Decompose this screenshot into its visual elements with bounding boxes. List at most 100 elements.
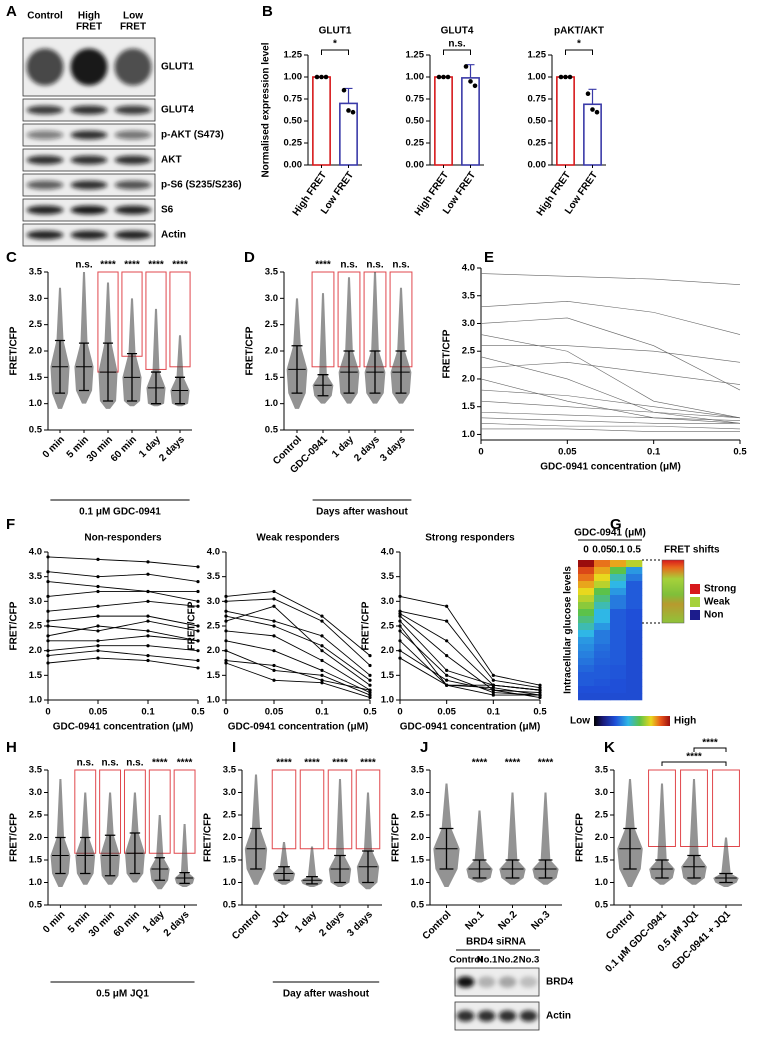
y-tick-label: 0.50	[284, 116, 303, 127]
blot-band	[498, 976, 517, 988]
y-tick-label: 2.5	[411, 810, 425, 821]
series-marker	[224, 599, 228, 603]
blot-band	[26, 230, 64, 240]
series-marker	[224, 649, 228, 653]
panel-letter: H	[6, 739, 17, 756]
series-marker	[224, 629, 228, 633]
significance-label: ****	[152, 758, 168, 769]
series-marker	[196, 666, 200, 670]
data-point	[590, 107, 595, 112]
chart-title: Weak responders	[256, 533, 340, 544]
series-marker	[368, 663, 372, 668]
series-marker	[491, 678, 495, 682]
y-tick-label: 1.0	[595, 877, 608, 888]
series-line	[480, 400, 741, 419]
x-tick-label: 2 days	[317, 909, 347, 939]
significance-label: n.s.	[77, 758, 94, 769]
series-marker	[368, 678, 372, 682]
series-marker	[96, 649, 100, 653]
significance-label: *	[577, 39, 581, 50]
heat-cell	[594, 630, 611, 638]
series-marker	[398, 594, 402, 599]
point-cloud	[146, 308, 166, 407]
y-tick-label: 3.0	[595, 787, 608, 798]
y-tick-label: 1.25	[284, 50, 303, 61]
series-marker	[368, 673, 372, 677]
panel-letter: I	[232, 739, 236, 756]
series-marker	[398, 629, 402, 633]
data-point	[314, 74, 320, 80]
blot-band	[456, 1010, 475, 1022]
point-cloud	[681, 779, 707, 885]
heat-cell	[578, 665, 595, 673]
series-line	[47, 625, 199, 642]
blot-row-label: p-S6 (S235/S236)	[161, 180, 242, 191]
heat-cell	[626, 567, 643, 575]
series-marker	[146, 629, 150, 633]
series-marker	[96, 557, 100, 562]
series-marker	[46, 654, 50, 658]
heat-cell	[610, 588, 627, 596]
significance-label: ****	[100, 260, 116, 271]
series-line	[225, 630, 371, 691]
series-marker	[320, 634, 324, 638]
panel-letter: K	[604, 739, 615, 756]
blot-row-label: Actin	[546, 1011, 571, 1022]
y-tick-label: 4.0	[207, 547, 220, 558]
blot-band	[26, 48, 64, 86]
series-marker	[96, 656, 100, 660]
heat-cell	[578, 560, 595, 568]
heat-cell	[626, 658, 643, 666]
y-tick-label: 0.75	[284, 94, 303, 105]
heat-cell	[578, 630, 595, 638]
point-cloud	[499, 792, 526, 885]
heat-cell	[594, 602, 611, 610]
heat-cell	[594, 609, 611, 617]
blot-row-label: AKT	[161, 155, 182, 166]
heat-cell	[626, 651, 643, 659]
heat-cell	[626, 644, 643, 652]
heat-cell	[594, 693, 611, 701]
data-point	[563, 74, 568, 80]
column-label: 0	[583, 545, 589, 556]
series-marker	[146, 634, 150, 638]
comparison-bracket	[661, 761, 727, 766]
x-tick-label: 0	[397, 707, 402, 718]
y-tick-label: 2.0	[411, 832, 424, 843]
point-cloud	[74, 272, 94, 404]
significance-label: ****	[177, 758, 193, 769]
series-marker	[272, 678, 276, 682]
blot-band	[70, 230, 108, 240]
y-axis-label: FRET/CFP	[9, 813, 20, 862]
y-axis-label: FRET/CFP	[245, 326, 256, 375]
series-marker	[146, 599, 150, 603]
blot-row-label: S6	[161, 205, 174, 216]
chart-title: GDC-0941 (μM)	[574, 528, 646, 539]
heat-cell	[626, 588, 643, 596]
highlight-box	[712, 769, 740, 847]
y-tick-label: 1.0	[223, 877, 236, 888]
x-tick-label: 0.5	[363, 707, 377, 718]
y-tick-label: 3.5	[462, 290, 476, 301]
series-marker	[96, 575, 100, 579]
series-marker	[46, 661, 50, 665]
series-marker	[491, 686, 495, 690]
y-tick-label: 3.5	[223, 765, 237, 776]
heat-cell	[610, 693, 627, 701]
y-tick-label: 2.5	[381, 621, 395, 632]
comparison-bracket	[693, 747, 727, 752]
x-tick-label: 0	[45, 707, 50, 718]
series-line	[399, 657, 541, 691]
y-tick-label: 0.50	[528, 116, 547, 127]
significance-label: n.s.	[366, 260, 383, 271]
bar	[461, 77, 480, 166]
heat-cell	[594, 637, 611, 645]
x-tick-label: 3 days	[345, 909, 375, 939]
x-tick-label: 2 days	[162, 909, 192, 939]
blot-band	[70, 130, 108, 140]
x-tick-label: 30 min	[87, 909, 117, 939]
data-point	[585, 91, 591, 97]
bar	[556, 76, 575, 166]
series-marker	[368, 683, 372, 687]
data-point	[594, 109, 600, 115]
